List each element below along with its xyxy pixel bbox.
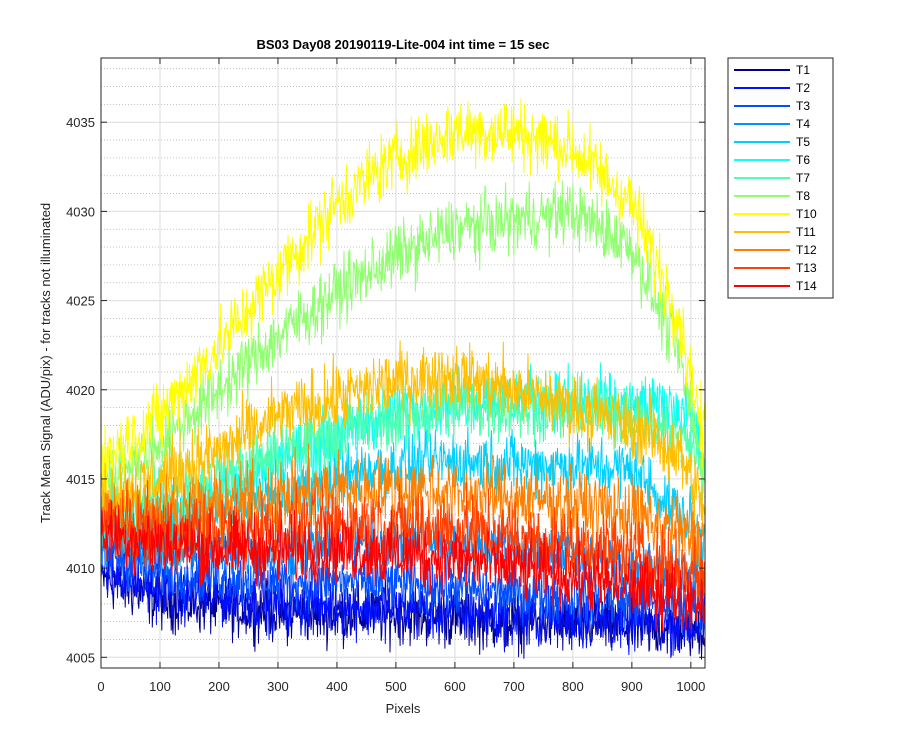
y-tick-label: 4020 bbox=[66, 383, 95, 398]
series-layer bbox=[100, 98, 705, 660]
y-tick-label: 4015 bbox=[66, 472, 95, 487]
y-tick-label: 4035 bbox=[66, 115, 95, 130]
legend-label-t4: T4 bbox=[796, 117, 810, 131]
x-axis-label: Pixels bbox=[386, 701, 421, 716]
legend-label-t12: T12 bbox=[796, 243, 817, 257]
x-tick-label: 600 bbox=[444, 679, 466, 694]
legend-label-t3: T3 bbox=[796, 99, 810, 113]
series-line-t4 bbox=[100, 506, 705, 612]
y-axis-label: Track Mean Signal (ADU/pix) - for tracks… bbox=[38, 203, 53, 523]
x-tick-label: 700 bbox=[503, 679, 525, 694]
legend-label-t2: T2 bbox=[796, 81, 810, 95]
y-tick-label: 4030 bbox=[66, 204, 95, 219]
legend-label-t11: T11 bbox=[796, 225, 816, 239]
legend-label-t5: T5 bbox=[796, 135, 810, 149]
x-tick-label: 200 bbox=[208, 679, 230, 694]
x-tick-label: 1000 bbox=[676, 679, 705, 694]
axes: 0 100 200 300 400 500 600 700 800 900 1000 4005 4010… bbox=[66, 57, 706, 694]
series-line-t11 bbox=[100, 340, 705, 531]
series-line-t3 bbox=[100, 522, 705, 636]
legend-label-t14: T14 bbox=[796, 279, 817, 293]
axes-box bbox=[100, 57, 706, 669]
series-line-t10 bbox=[100, 98, 705, 502]
x-tick-label: 800 bbox=[562, 679, 584, 694]
y-tick-label: 4025 bbox=[66, 294, 95, 309]
x-tick-label: 400 bbox=[326, 679, 348, 694]
series-line-t2 bbox=[100, 545, 705, 659]
legend-label-t1: T1 bbox=[796, 63, 810, 77]
legend-label-t6: T6 bbox=[796, 153, 810, 167]
chart-title: BS03 Day08 20190119-Lite-004 int time = … bbox=[256, 37, 549, 52]
y-tick-label: 4010 bbox=[66, 561, 95, 576]
legend: T1 T2 T3 T4 T5 T6 T7 T8 T10 T11 T12 T13 T14 bbox=[727, 57, 834, 299]
x-tick-label: 100 bbox=[149, 679, 171, 694]
legend-label-t13: T13 bbox=[796, 261, 817, 275]
y-tick-label: 4005 bbox=[66, 650, 95, 665]
series-line-t8 bbox=[100, 180, 705, 503]
legend-label-t8: T8 bbox=[796, 189, 810, 203]
x-tick-label: 0 bbox=[97, 679, 104, 694]
legend-label-t10: T10 bbox=[796, 207, 817, 221]
x-tick-label: 900 bbox=[621, 679, 643, 694]
series-line-t14 bbox=[100, 500, 705, 634]
x-tick-label: 300 bbox=[267, 679, 289, 694]
x-tick-label: 500 bbox=[385, 679, 407, 694]
legend-label-t7: T7 bbox=[796, 171, 810, 185]
